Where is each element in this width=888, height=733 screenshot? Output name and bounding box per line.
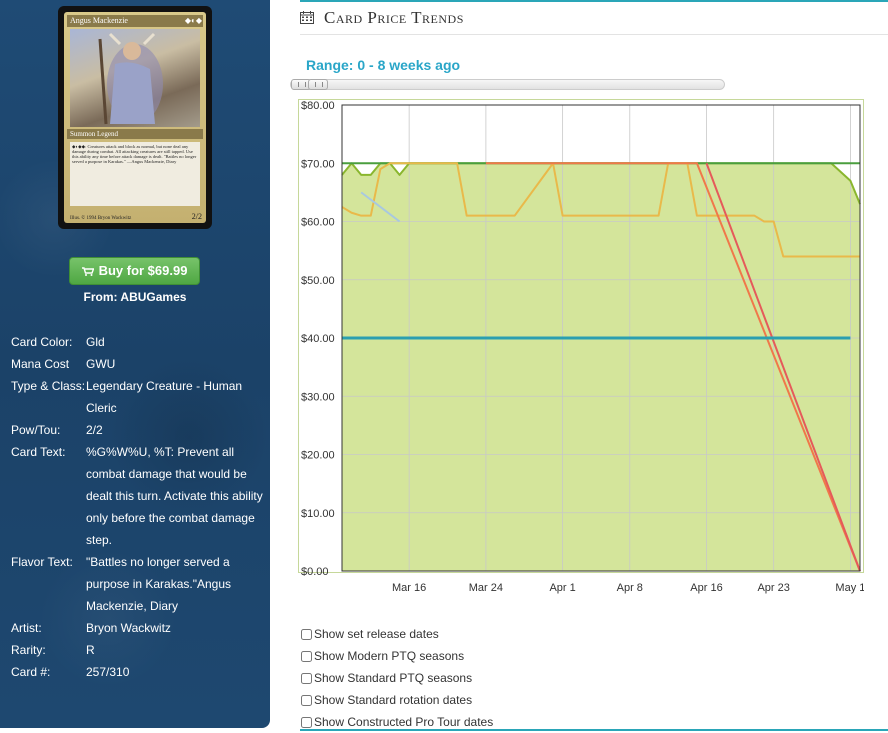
heading-divider xyxy=(300,34,888,35)
card-frame: Angus Mackenzie ◆◐◆ Summon Legend ◆◐◆◆: … xyxy=(64,12,206,223)
y-tick-label: $0.00 xyxy=(301,566,329,578)
bottom-accent-line xyxy=(300,729,888,731)
card-image[interactable]: Angus Mackenzie ◆◐◆ Summon Legend ◆◐◆◆: … xyxy=(58,6,212,229)
option-label: Show Constructed Pro Tour dates xyxy=(314,715,494,729)
option-pro-tour[interactable]: Show Constructed Pro Tour dates xyxy=(300,711,493,733)
card-image-mana: ◆◐◆ xyxy=(184,16,202,25)
y-tick-label: $10.00 xyxy=(301,508,335,520)
card-info-list: Card Color: Gld Mana Cost GWU Type & Class… xyxy=(11,331,263,683)
info-value: 257/310 xyxy=(86,665,130,679)
info-row-rarity: Rarity: R xyxy=(11,639,263,661)
option-modern-ptq[interactable]: Show Modern PTQ seasons xyxy=(300,645,493,667)
option-standard-ptq[interactable]: Show Standard PTQ seasons xyxy=(300,667,493,689)
option-standard-rotation-checkbox[interactable] xyxy=(301,694,312,706)
plot-border xyxy=(341,104,861,572)
range-label: Range: 0 - 8 weeks ago xyxy=(306,57,461,73)
series-line-5 xyxy=(705,162,861,572)
card-image-name: Angus Mackenzie xyxy=(67,15,203,27)
info-row-card-number: Card #: 257/310 xyxy=(11,661,263,683)
info-label: Rarity: xyxy=(11,643,46,657)
cart-icon xyxy=(81,267,94,276)
y-tick-label: $70.00 xyxy=(301,158,335,170)
y-tick-label: $40.00 xyxy=(301,333,335,345)
option-label: Show set release dates xyxy=(314,627,439,641)
info-label: Flavor Text: xyxy=(11,555,73,569)
info-row-artist: Artist: Bryon Wackwitz xyxy=(11,617,263,639)
info-label: Card Text: xyxy=(11,445,66,459)
series-line-6 xyxy=(360,191,401,223)
page-title: Card Price Trends xyxy=(300,8,464,32)
x-tick-label: Mar 24 xyxy=(469,582,503,594)
card-art xyxy=(70,29,200,127)
y-tick-label: $20.00 xyxy=(301,450,335,462)
price-chart: $0.00 $10.00 $20.00 $30.00 $40.00 $50.00 $60.0… xyxy=(298,99,865,599)
card-image-text: ◆◐◆◆: Creatures attack and block as norm… xyxy=(70,142,200,206)
y-tick-label: $30.00 xyxy=(301,391,335,403)
option-set-release-checkbox[interactable] xyxy=(301,628,312,640)
y-tick-label: $80.00 xyxy=(301,100,335,112)
card-image-footer: Illus. © 1994 Bryon Wackwitz xyxy=(70,216,132,221)
info-label: Type & Class: xyxy=(11,379,86,393)
x-tick-label: May 1 xyxy=(835,582,864,594)
x-tick-label: Apr 1 xyxy=(549,582,575,594)
info-label: Artist: xyxy=(11,621,42,635)
buy-button[interactable]: Buy for $69.99 xyxy=(69,257,200,285)
range-slider-end-handle[interactable] xyxy=(308,79,328,90)
range-slider[interactable] xyxy=(290,79,725,90)
info-value: Bryon Wackwitz xyxy=(86,621,171,635)
y-tick-label: $60.00 xyxy=(301,217,335,229)
card-image-type: Summon Legend xyxy=(67,129,203,139)
info-row-mana-cost: Mana Cost GWU xyxy=(11,353,263,375)
option-label: Show Standard rotation dates xyxy=(314,693,473,707)
info-value: "Battles no longer served a purpose in K… xyxy=(86,555,232,613)
info-value: %G%W%U, %T: Prevent all combat damage th… xyxy=(86,445,263,547)
option-pro-tour-checkbox[interactable] xyxy=(301,716,312,728)
option-set-release[interactable]: Show set release dates xyxy=(300,623,493,645)
series-area-fill xyxy=(342,163,860,571)
top-accent-line xyxy=(300,0,888,2)
buy-button-label: Buy for $69.99 xyxy=(98,263,188,278)
x-tick-label: Apr 23 xyxy=(757,582,789,594)
y-tick-label: $50.00 xyxy=(301,275,335,287)
info-value: R xyxy=(86,643,95,657)
info-row-pow-tou: Pow/Tou: 2/2 xyxy=(11,419,263,441)
page-title-text: Card Price Trends xyxy=(324,8,464,27)
card-art-illustration xyxy=(98,32,163,125)
info-label: Card #: xyxy=(11,665,51,679)
chart-options: Show set release dates Show Modern PTQ s… xyxy=(300,623,493,733)
option-standard-rotation[interactable]: Show Standard rotation dates xyxy=(300,689,493,711)
option-label: Show Modern PTQ seasons xyxy=(314,649,465,663)
option-standard-ptq-checkbox[interactable] xyxy=(301,672,312,684)
option-modern-ptq-checkbox[interactable] xyxy=(301,650,312,662)
info-value: 2/2 xyxy=(86,423,103,437)
series-line-3 xyxy=(341,162,860,258)
info-label: Mana Cost xyxy=(11,357,70,371)
x-tick-label: Apr 8 xyxy=(617,582,643,594)
price-chart-svg: $0.00 $10.00 $20.00 $30.00 $40.00 $50.00 $60.0… xyxy=(298,99,865,594)
seller-label: From: ABUGames xyxy=(83,290,187,304)
info-label: Card Color: xyxy=(11,335,73,349)
info-label: Pow/Tou: xyxy=(11,423,61,437)
card-sidebar: Angus Mackenzie ◆◐◆ Summon Legend ◆◐◆◆: … xyxy=(0,0,270,728)
info-row-type: Type & Class: Legendary Creature - Human … xyxy=(11,375,263,419)
card-image-pt: 2/2 xyxy=(191,212,202,221)
option-label: Show Standard PTQ seasons xyxy=(314,671,473,685)
x-tick-label: Mar 16 xyxy=(392,582,426,594)
series-line-4 xyxy=(485,162,861,572)
info-row-flavor: Flavor Text: "Battles no longer served a … xyxy=(11,551,263,617)
x-tick-label: Apr 16 xyxy=(690,582,722,594)
info-value: Gld xyxy=(86,335,105,349)
calendar-icon xyxy=(300,11,314,24)
info-value: Legendary Creature - Human Cleric xyxy=(86,379,243,415)
info-value: GWU xyxy=(86,357,116,371)
info-row-color: Card Color: Gld xyxy=(11,331,263,353)
info-row-card-text: Card Text: %G%W%U, %T: Prevent all combat… xyxy=(11,441,263,551)
